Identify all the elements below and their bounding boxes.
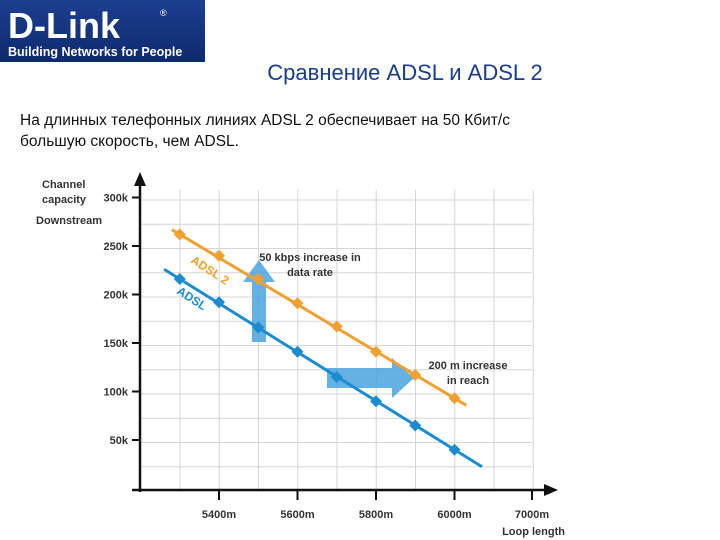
rate-annotation-line-2: data rate — [287, 267, 333, 279]
dlink-logo: D-Link ® Building Networks for People — [0, 0, 205, 62]
x-tick-label: 6000m — [437, 509, 471, 521]
slide-body-text: На длинных телефонных линиях ADSL 2 обес… — [20, 110, 700, 152]
body-text-line-1: На длинных телефонных линиях ADSL 2 обес… — [20, 112, 510, 129]
data-point-adsl2 — [173, 228, 186, 241]
series-label-adsl2: ADSL 2 — [188, 253, 232, 288]
adsl-comparison-chart: Channel capacity Downstream Loop length 50… — [36, 172, 565, 538]
x-tick-label: 5400m — [202, 509, 236, 521]
data-point-adsl2 — [370, 345, 382, 358]
grid — [140, 190, 534, 492]
data-point-adsl — [370, 395, 382, 408]
data-point-adsl — [173, 272, 186, 285]
rate-annotation-line-1: 50 kbps increase in — [259, 252, 361, 264]
y-tick-label: 250k — [104, 241, 129, 253]
data-point-adsl — [448, 443, 461, 456]
y-axis-arrowhead — [134, 172, 146, 186]
x-tick-labels: 5400m 5600m 5800m 6000m 7000m — [202, 490, 549, 521]
data-point-adsl — [213, 296, 225, 309]
series — [163, 228, 483, 469]
data-point-adsl — [291, 345, 304, 358]
data-point-adsl2 — [448, 392, 461, 405]
x-tick-label: 5600m — [280, 509, 314, 521]
reach-increase-arrow — [327, 358, 414, 398]
x-axis-arrowhead — [544, 484, 558, 496]
y-tick-label: 150k — [104, 338, 129, 350]
logo-registered: ® — [160, 8, 167, 18]
data-point-adsl — [252, 321, 265, 334]
data-point-adsl2 — [213, 249, 225, 262]
body-text-line-2: большую скорость, чем ADSL. — [20, 133, 239, 150]
y-tick-label: 50k — [110, 435, 129, 447]
y-axis-title-line: Channel — [42, 179, 85, 191]
data-point-adsl2 — [291, 297, 304, 310]
header-band: D-Link ® Building Networks for People — [0, 0, 720, 62]
y-tick-label: 300k — [104, 193, 129, 205]
reach-annotation-line-2: in reach — [447, 375, 489, 387]
data-point-adsl2 — [409, 369, 422, 382]
data-point-adsl — [409, 419, 422, 432]
y-tick-label: 100k — [104, 387, 129, 399]
data-point-adsl — [330, 370, 343, 383]
y-axis-title: Channel capacity Downstream — [36, 179, 102, 227]
y-tick-label: 200k — [104, 290, 129, 302]
x-tick-label: 7000m — [515, 509, 549, 521]
data-point-adsl2 — [252, 272, 265, 285]
reach-annotation-line-1: 200 m increase — [429, 360, 508, 372]
logo-tagline: Building Networks for People — [8, 45, 182, 59]
x-tick-label: 5800m — [359, 509, 393, 521]
x-axis-title: Loop length — [502, 526, 565, 538]
y-tick-labels: 50k 100k 150k 200k 250k 300k — [104, 193, 140, 447]
y-axis-title-line: Downstream — [36, 215, 102, 227]
y-axis-title-line: capacity — [42, 194, 87, 206]
logo-brand: D-Link — [8, 5, 121, 46]
slide-title: Сравнение ADSL и ADSL 2 — [267, 60, 543, 85]
rate-increase-arrow — [243, 260, 275, 342]
data-point-adsl2 — [330, 320, 343, 333]
